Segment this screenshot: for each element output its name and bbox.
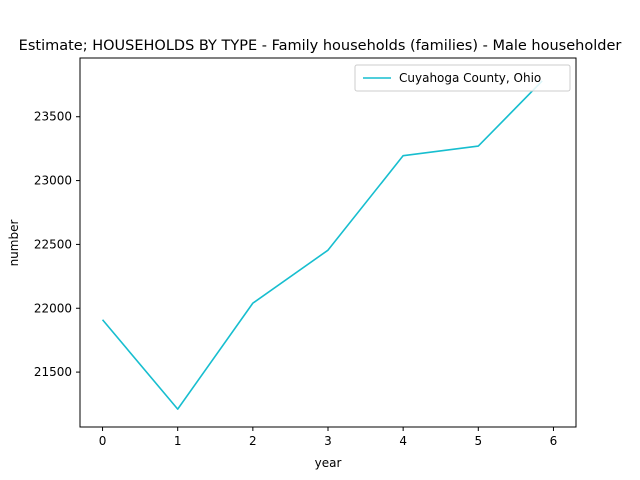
x-tick-label: 6 — [550, 434, 558, 448]
title-group: Estimate; HOUSEHOLDS BY TYPE - Family ho… — [19, 38, 622, 54]
x-tick-label: 4 — [399, 434, 407, 448]
legend-label: Cuyahoga County, Ohio — [399, 71, 541, 85]
legend-box — [354, 64, 571, 92]
legend: Cuyahoga County, Ohio — [354, 64, 571, 92]
y-tick-label: 23500 — [34, 110, 72, 124]
x-axis-label: year — [315, 456, 342, 470]
y-tick-label: 23000 — [34, 174, 72, 188]
y-tick-label: 21500 — [34, 365, 72, 379]
y-tick-label: 22000 — [34, 301, 72, 315]
x-tick-label: 3 — [324, 434, 332, 448]
y-axis-ticks: 21500 22000 22500 23000 23500 — [34, 110, 80, 379]
y-tick-label: 22500 — [34, 237, 72, 251]
x-tick-label: 5 — [474, 434, 482, 448]
chart-title: Estimate; HOUSEHOLDS BY TYPE - Family ho… — [19, 38, 622, 54]
series-line-0 — [101, 80, 543, 410]
x-tick-label: 1 — [174, 434, 182, 448]
series-group — [101, 80, 543, 410]
x-tick-label: 0 — [99, 434, 107, 448]
y-axis-label: number — [7, 220, 21, 267]
plot-area-border — [79, 57, 577, 428]
plot-frame — [79, 57, 577, 428]
x-axis-ticks: 0 1 2 3 4 5 6 — [99, 427, 558, 448]
x-tick-label: 2 — [249, 434, 257, 448]
